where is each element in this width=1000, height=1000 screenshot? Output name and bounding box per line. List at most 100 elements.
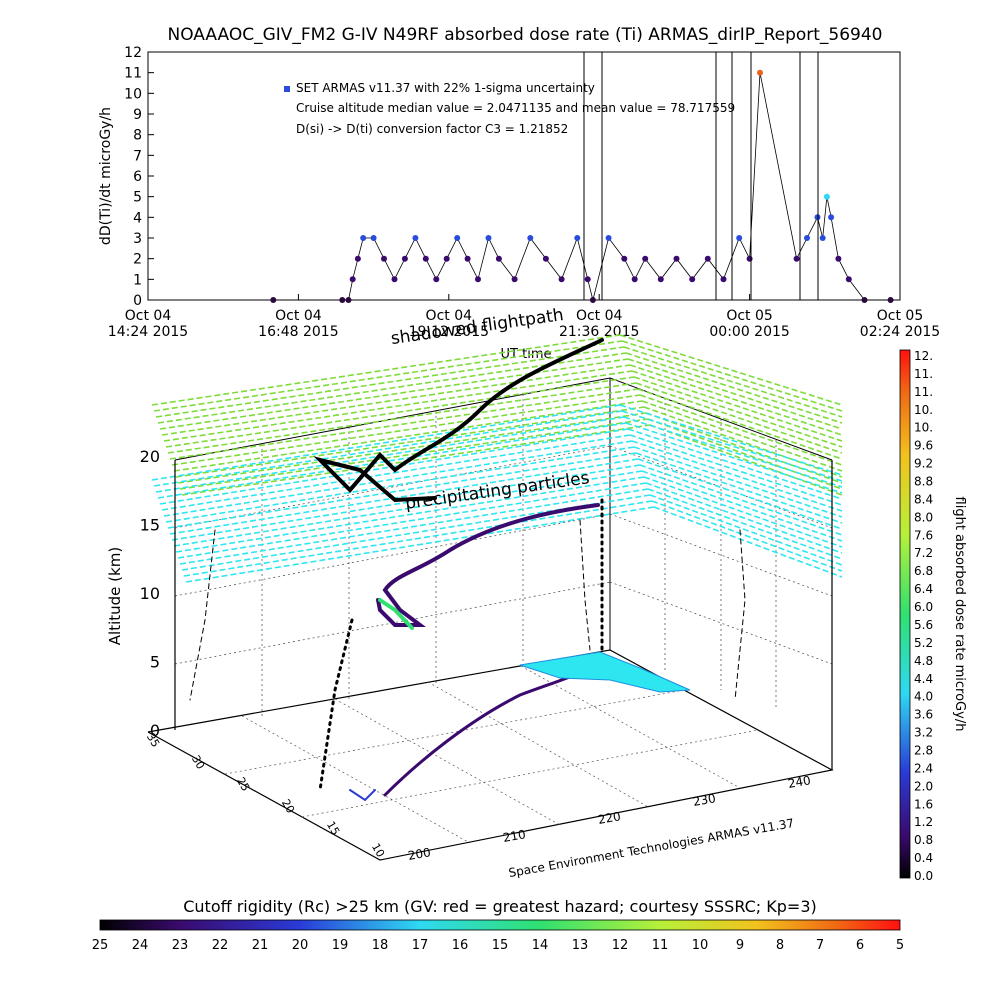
longitude-ticks: 200 210 220 230 240	[407, 773, 812, 863]
plane-mesh-line	[157, 422, 627, 499]
plane-mesh-line	[639, 464, 843, 536]
shadowed-flightpath-label: shadowed flightpath	[390, 305, 565, 349]
plane-mesh-line	[173, 400, 643, 472]
colorbar-tick-label: 0.8	[914, 833, 933, 847]
cutoff-rigidity-tick-label: 19	[332, 938, 349, 953]
top-data-point	[828, 214, 835, 221]
plane-mesh-line	[627, 358, 843, 430]
colorbar-tick-label: 10.	[914, 403, 933, 417]
plane-mesh-line	[621, 340, 843, 412]
top-x-tick-time: 02:24 2015	[860, 324, 940, 340]
cutoff-rigidity-tick-label: 18	[372, 938, 389, 953]
top-data-point	[819, 235, 826, 241]
altitude-tick-label: 5	[150, 653, 160, 672]
cutoff-rigidity-tick-label: 20	[292, 938, 309, 953]
dose-rate-colorbar: 12. 11. 11. 10. 10. 9.6 9.2 8.8 8.4 8.0 7.6 7.2 6.8 6…	[899, 349, 967, 883]
top-x-tick-date: Oct 04	[275, 308, 322, 324]
longitude-tick-label: 210	[502, 827, 527, 845]
plane-mesh-line	[625, 352, 843, 424]
top-y-tick-label: 7	[133, 148, 142, 164]
plane-mesh-line	[631, 440, 843, 512]
plane-mesh-line	[623, 416, 843, 488]
top-data-point	[401, 255, 408, 262]
cutoff-rigidity-tick-label: 25	[92, 938, 109, 953]
top-data-point	[823, 193, 830, 200]
latitude-tick-label: 10	[369, 841, 387, 860]
plane-mesh-line	[653, 506, 843, 578]
top-data-point	[804, 235, 810, 241]
top-data-point	[689, 276, 696, 283]
top-data-point	[412, 235, 419, 241]
top-x-tick-date: Oct 05	[726, 308, 772, 324]
cutoff-rigidity-ticks: 25 24 23 22 21 20 19 18 17 16 15 14 13 12 11 10 9 8 7 6 5	[92, 938, 904, 953]
flightpath-3d-plot: Altitude (km) 0 5 10 15 20 200 210 220 230 240 3…	[106, 305, 843, 880]
colorbar-tick-label: 6.8	[914, 564, 933, 578]
plane-mesh-line	[179, 418, 649, 490]
plane-mesh-line	[161, 364, 631, 436]
plane-mesh-line	[161, 434, 631, 511]
top-x-tick-time: 00:00 2015	[709, 324, 789, 340]
cutoff-rigidity-tick-label: 12	[612, 938, 629, 953]
colorbar-tick-label: 11.	[914, 385, 933, 399]
dashed-shadow-left	[189, 529, 216, 701]
colorbar-tick-label: 4.0	[914, 690, 933, 704]
top-y-tick-label: 11	[124, 66, 142, 82]
plane-mesh-line	[619, 334, 843, 406]
plane-mesh-line	[167, 382, 637, 454]
top-data-point	[511, 276, 518, 283]
legend-line-3: D(si) -> D(ti) conversion factor C3 = 1.…	[296, 122, 568, 136]
top-data-point	[381, 255, 387, 262]
colorbar-tick-label: 3.6	[914, 708, 933, 722]
plane-mesh-line	[163, 440, 633, 517]
colorbar-tick-label: 0.0	[914, 869, 933, 883]
top-data-point	[746, 255, 753, 262]
top-data-point	[495, 255, 502, 262]
top-data-point	[657, 276, 664, 283]
longitude-tick-label: 230	[692, 791, 717, 809]
cutoff-rigidity-tick-label: 15	[492, 938, 509, 953]
top-series-points	[270, 69, 894, 303]
altitude-axis-label: Altitude (km)	[106, 547, 124, 645]
longitude-tick-label: 200	[407, 845, 432, 863]
top-data-point	[845, 276, 852, 283]
latitude-tick-label: 35	[144, 731, 162, 750]
plane-mesh-line	[641, 470, 843, 542]
top-data-point	[673, 255, 680, 262]
cutoff-rigidity-tick-label: 22	[212, 938, 229, 953]
plane-mesh-line	[637, 458, 843, 530]
top-x-tick-date: Oct 04	[576, 308, 623, 324]
top-x-tick-time: 14:24 2015	[108, 324, 188, 340]
floor-grid	[224, 665, 759, 844]
colorbar-tick-label: 5.2	[914, 636, 933, 650]
plane-mesh-line	[171, 394, 641, 466]
colorbar-tick-label: 6.4	[914, 582, 933, 596]
top-x-tick-time: 19:12 2015	[409, 324, 489, 340]
plane-mesh-line	[167, 452, 637, 529]
dashed-shadow-mid	[579, 519, 591, 651]
cutoff-rigidity-tick-label: 5	[896, 938, 904, 953]
plane-mesh-line	[181, 424, 651, 496]
plane-mesh-line	[649, 494, 843, 566]
colorbar-tick-label: 2.4	[914, 761, 933, 775]
top-y-axis-label: dD(Ti)/dt microGy/h	[98, 107, 114, 245]
flightpath-floor-projection	[383, 658, 602, 797]
plane-mesh-line	[175, 406, 645, 478]
top-data-point	[360, 235, 367, 241]
top-data-point	[887, 297, 894, 303]
top-y-tick-label: 6	[133, 169, 142, 185]
colorbar-horizontal	[99, 919, 901, 931]
colorbar-tick-label: 2.8	[914, 743, 933, 757]
top-data-point	[464, 255, 471, 262]
colorbar-tick-label: 12.	[914, 349, 933, 363]
plane-mesh-line	[643, 476, 843, 548]
ground-projection-region	[519, 651, 691, 693]
plane-mesh-line	[623, 346, 843, 418]
top-y-tick-label: 0	[133, 293, 142, 309]
plane-mesh-line	[165, 376, 635, 448]
plane-mesh-line	[647, 418, 843, 490]
altitude-tick-label: 0	[150, 721, 160, 740]
top-data-point	[349, 276, 356, 283]
floor-projection-blue	[349, 789, 376, 802]
top-data-point	[454, 235, 461, 241]
top-data-point	[835, 255, 842, 262]
